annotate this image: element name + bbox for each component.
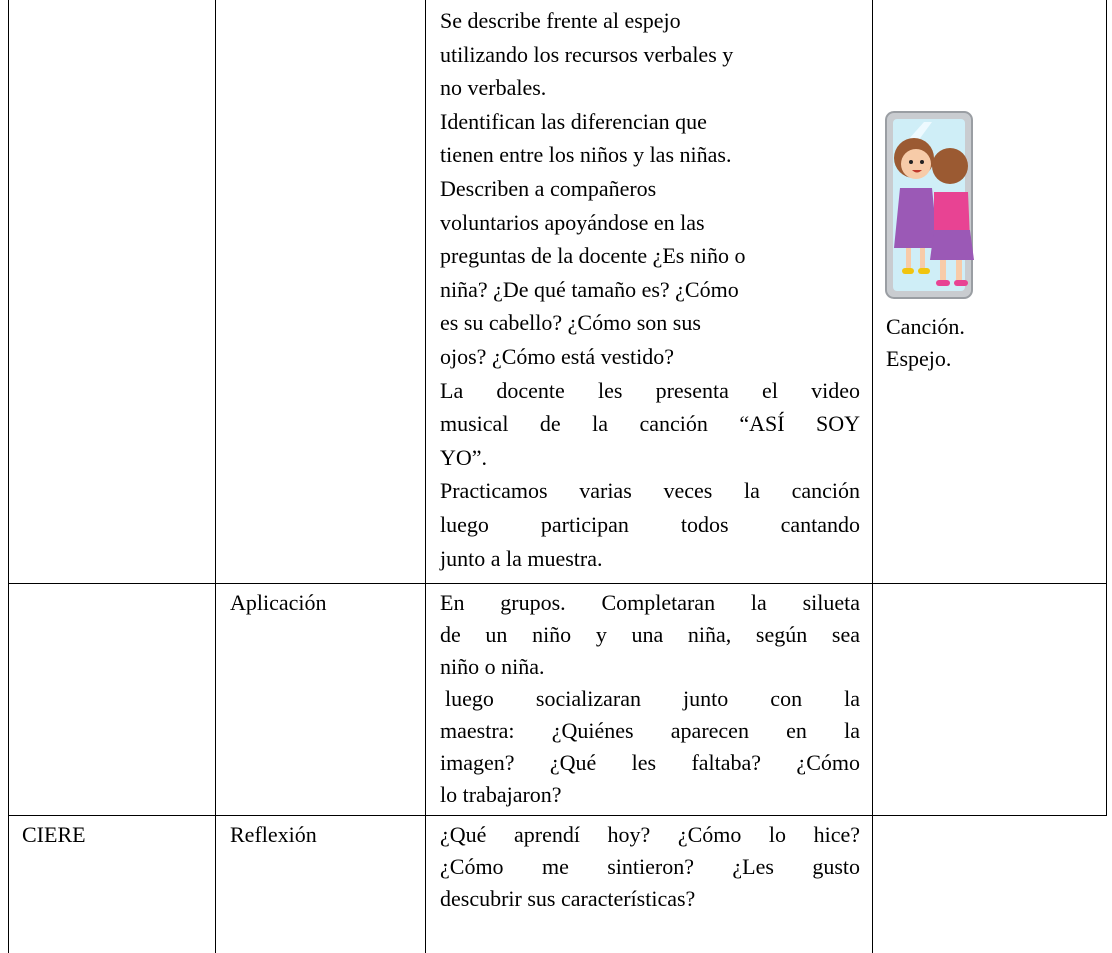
cell: Aplicación <box>230 587 327 619</box>
text-line: preguntas de la docente ¿Es niño o <box>440 243 746 269</box>
text-line: Identifican las diferencian que <box>440 108 707 134</box>
border <box>425 0 426 953</box>
text-line: es su cabello? ¿Cómo son sus <box>440 310 701 336</box>
text-line: imagen? ¿Qué les faltaba? ¿Cómo <box>440 750 860 775</box>
text-line: luego socializaran junto con la <box>445 686 860 711</box>
text-line: En grupos. Completaran la silueta <box>440 590 860 615</box>
text-line: La docente les presenta el video <box>440 377 860 403</box>
border <box>1106 0 1107 816</box>
border <box>8 0 9 953</box>
text-line: voluntarios apoyándose en las <box>440 209 705 235</box>
text-line: Espejo. <box>886 346 952 371</box>
border <box>215 0 216 953</box>
mirror-illustration <box>885 111 974 299</box>
border <box>872 0 873 953</box>
text-line: Se describe frente al espejo <box>440 8 681 33</box>
text-line: de un niño y una niña, según sea <box>440 622 860 647</box>
text-line: lo trabajaron? <box>440 782 562 807</box>
text-line: luego participan todos cantando <box>440 511 860 537</box>
text-line: utilizando los recursos verbales y <box>440 41 734 67</box>
text-line: junto a la muestra. <box>440 545 603 571</box>
text-line: musical de la canción “ASÍ SOY <box>440 411 860 437</box>
text-line: ¿Qué aprendí hoy? ¿Cómo lo hice? <box>440 822 860 847</box>
text-line: tienen entre los niños y las niñas. <box>440 142 732 168</box>
text-line: descubrir sus características? <box>440 886 696 911</box>
text-line: maestra: ¿Quiénes aparecen en la <box>440 718 860 743</box>
cell: CIERE <box>22 819 86 851</box>
cell: En grupos. Completaran la silueta de un … <box>440 587 860 811</box>
cell: Se describe frente al espejo utilizando … <box>440 4 860 575</box>
cell: Canción. Espejo. <box>886 311 965 375</box>
cell: ¿Qué aprendí hoy? ¿Cómo lo hice? ¿Cómo m… <box>440 819 860 915</box>
text-line: Reflexión <box>230 822 317 847</box>
cell: Reflexión <box>230 819 317 851</box>
border <box>8 815 1107 816</box>
text-line: Aplicación <box>230 590 327 615</box>
text-line: YO”. <box>440 444 488 470</box>
text-line: Canción. <box>886 314 965 339</box>
border <box>8 583 1107 584</box>
text-line: Practicamos varias veces la canción <box>440 478 860 504</box>
text-line: CIERE <box>22 822 86 847</box>
text-line: ojos? ¿Cómo está vestido? <box>440 343 675 369</box>
text-line: niño o niña. <box>440 654 545 679</box>
text-line: niña? ¿De qué tamaño es? ¿Cómo <box>440 276 739 302</box>
text-line: Describen a compañeros <box>440 175 657 201</box>
text-line: no verbales. <box>440 75 547 101</box>
text-line: ¿Cómo me sintieron? ¿Les gusto <box>440 854 860 879</box>
